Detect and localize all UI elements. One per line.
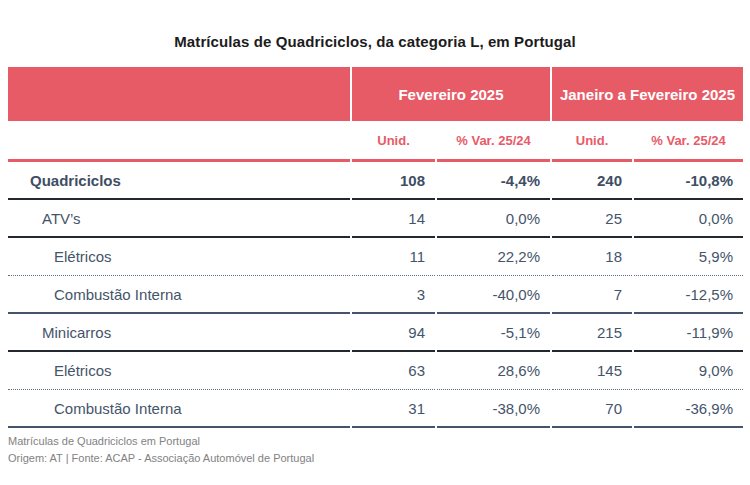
column-group-header-fevereiro-2025: Fevereiro 2025: [352, 67, 550, 121]
chart-title: Matrículas de Quadriciclos, da categoria…: [0, 0, 750, 50]
registrations-table-card: Matrículas de Quadriciclos, da categoria…: [0, 0, 750, 485]
row-label: Combustão Interna: [8, 390, 350, 428]
cell-var-fev: -40,0%: [437, 276, 550, 314]
table-row-minicarros: Minicarros 94 -5,1% 215 -11,9%: [8, 314, 745, 352]
subheader-spacer: [8, 121, 350, 162]
subheader-unid-fev: Unid.: [352, 121, 435, 162]
cell-var-ytd: -12,5%: [634, 276, 743, 314]
subheader-row: Unid. % Var. 25/24 Unid. % Var. 25/24: [8, 121, 745, 162]
row-label: Elétricos: [8, 238, 350, 276]
cell-var-ytd: 9,0%: [634, 352, 743, 390]
row-label: ATV’s: [8, 200, 350, 238]
cell-var-fev: -4,4%: [437, 162, 550, 200]
cell-var-fev: 28,6%: [437, 352, 550, 390]
subheader-var-fev: % Var. 25/24: [437, 121, 550, 162]
cell-var-ytd: -36,9%: [634, 390, 743, 428]
cell-unid-fev: 3: [352, 276, 435, 314]
table-row-quadriciclos: Quadriciclos 108 -4,4% 240 -10,8%: [8, 162, 745, 200]
cell-var-fev: 0,0%: [437, 200, 550, 238]
footer-caption: Matrículas de Quadriciclos em Portugal: [8, 433, 750, 450]
table-row-atv-eletricos: Elétricos 11 22,2% 18 5,9%: [8, 238, 745, 276]
cell-unid-fev: 14: [352, 200, 435, 238]
column-group-header-janeiro-a-fevereiro-2025: Janeiro a Fevereiro 2025: [552, 67, 743, 121]
source-footer: Matrículas de Quadriciclos em Portugal O…: [8, 433, 750, 467]
table-row-atvs: ATV’s 14 0,0% 25 0,0%: [8, 200, 745, 238]
table-row-minicarro-eletricos: Elétricos 63 28,6% 145 9,0%: [8, 352, 745, 390]
cell-unid-ytd: 240: [552, 162, 632, 200]
data-table: Fevereiro 2025 Janeiro a Fevereiro 2025 …: [8, 67, 745, 428]
row-label: Combustão Interna: [8, 276, 350, 314]
column-group-header-spacer: [8, 67, 350, 121]
row-label: Elétricos: [8, 352, 350, 390]
footer-source: Origem: AT | Fonte: ACAP - Associação Au…: [8, 450, 750, 467]
cell-unid-ytd: 18: [552, 238, 632, 276]
cell-unid-fev: 31: [352, 390, 435, 428]
cell-var-ytd: 0,0%: [634, 200, 743, 238]
cell-var-ytd: -10,8%: [634, 162, 743, 200]
cell-unid-ytd: 215: [552, 314, 632, 352]
table-row-minicarro-combustao-interna: Combustão Interna 31 -38,0% 70 -36,9%: [8, 390, 745, 428]
cell-unid-fev: 11: [352, 238, 435, 276]
table-row-atv-combustao-interna: Combustão Interna 3 -40,0% 7 -12,5%: [8, 276, 745, 314]
cell-unid-ytd: 145: [552, 352, 632, 390]
subheader-unid-ytd: Unid.: [552, 121, 632, 162]
row-label: Quadriciclos: [8, 162, 350, 200]
cell-unid-fev: 63: [352, 352, 435, 390]
cell-unid-fev: 94: [352, 314, 435, 352]
cell-var-ytd: -11,9%: [634, 314, 743, 352]
column-group-header-row: Fevereiro 2025 Janeiro a Fevereiro 2025: [8, 67, 745, 121]
cell-unid-fev: 108: [352, 162, 435, 200]
cell-var-fev: -38,0%: [437, 390, 550, 428]
cell-var-fev: -5,1%: [437, 314, 550, 352]
subheader-var-ytd: % Var. 25/24: [634, 121, 743, 162]
cell-unid-ytd: 7: [552, 276, 632, 314]
cell-unid-ytd: 25: [552, 200, 632, 238]
cell-var-ytd: 5,9%: [634, 238, 743, 276]
cell-var-fev: 22,2%: [437, 238, 550, 276]
row-label: Minicarros: [8, 314, 350, 352]
cell-unid-ytd: 70: [552, 390, 632, 428]
